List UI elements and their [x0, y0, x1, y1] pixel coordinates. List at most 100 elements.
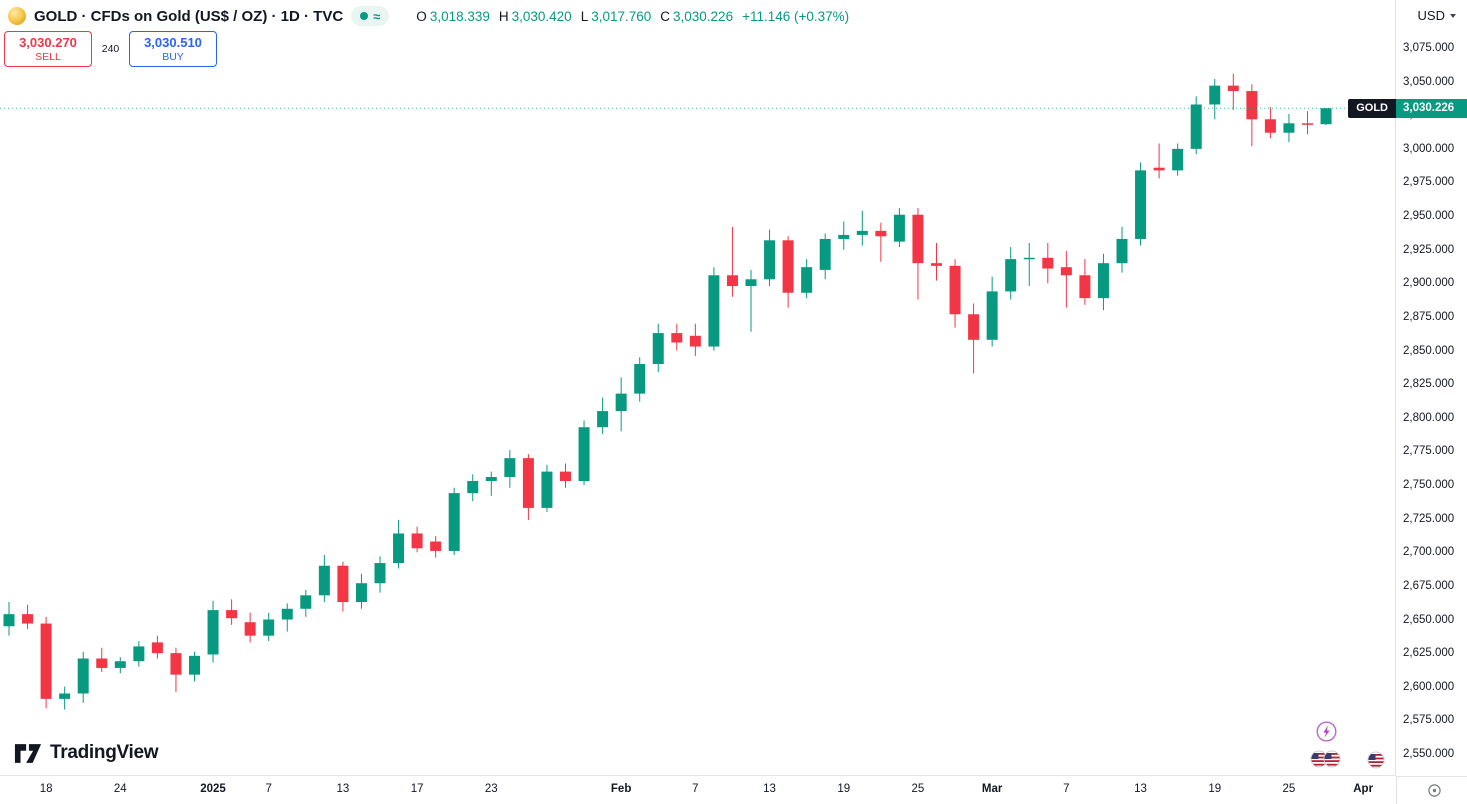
candle[interactable]: [1079, 259, 1091, 305]
candle[interactable]: [393, 520, 405, 569]
candle[interactable]: [875, 222, 887, 262]
candle[interactable]: [318, 554, 330, 603]
candle[interactable]: [281, 603, 293, 632]
candle[interactable]: [856, 210, 868, 246]
candle[interactable]: [244, 612, 256, 643]
axis-corner: [1396, 776, 1467, 804]
candle[interactable]: [1320, 107, 1332, 125]
indicator-pill[interactable]: ≈: [351, 6, 390, 26]
event-flag-icons[interactable]: [1310, 750, 1341, 768]
candle[interactable]: [1005, 247, 1017, 300]
candle[interactable]: [22, 604, 34, 629]
candle[interactable]: [300, 589, 312, 617]
candle[interactable]: [522, 454, 534, 521]
candle[interactable]: [467, 474, 479, 502]
candle[interactable]: [96, 647, 108, 672]
candle[interactable]: [3, 602, 15, 636]
price-tick: 3,075.000: [1403, 42, 1455, 54]
candle[interactable]: [745, 269, 757, 332]
candle[interactable]: [1135, 162, 1147, 246]
price-tick: 2,550.000: [1403, 748, 1455, 760]
candle[interactable]: [671, 323, 683, 351]
candle[interactable]: [689, 323, 701, 356]
candle[interactable]: [893, 208, 905, 248]
candle[interactable]: [560, 463, 571, 488]
candle[interactable]: [708, 267, 720, 351]
candle[interactable]: [634, 357, 646, 402]
candle[interactable]: [578, 420, 590, 486]
candle[interactable]: [726, 226, 738, 297]
candle[interactable]: [986, 276, 998, 347]
candle[interactable]: [374, 556, 386, 593]
candle[interactable]: [263, 612, 275, 642]
candle[interactable]: [1153, 143, 1165, 179]
candle[interactable]: [1209, 78, 1221, 120]
candle[interactable]: [1042, 242, 1054, 284]
candle[interactable]: [1116, 226, 1128, 273]
candle[interactable]: [170, 647, 182, 693]
price-axis[interactable]: 2,550.000 2,575.000 2,600.000 2,625.000 2,65…: [1395, 0, 1467, 776]
candle[interactable]: [949, 259, 961, 328]
candle[interactable]: [912, 208, 924, 300]
candle[interactable]: [1302, 111, 1313, 135]
candle[interactable]: [114, 657, 126, 674]
candle[interactable]: [801, 259, 813, 299]
candle[interactable]: [1283, 113, 1295, 143]
candle[interactable]: [411, 526, 423, 553]
candle[interactable]: [189, 651, 200, 682]
candle[interactable]: [504, 450, 516, 488]
candle[interactable]: [337, 561, 349, 612]
candle[interactable]: [430, 536, 442, 558]
candle[interactable]: [931, 242, 942, 281]
symbol-title[interactable]: GOLD · CFDs on Gold (US$ / OZ) · 1D · TV…: [34, 7, 344, 25]
candle[interactable]: [59, 686, 71, 710]
change-value: +11.146 (+0.37%): [742, 8, 850, 24]
ohlc-low-value: 3,017.760: [591, 8, 652, 24]
candle[interactable]: [652, 323, 664, 373]
price-tick: 2,850.000: [1403, 344, 1455, 357]
candle[interactable]: [615, 377, 627, 432]
crosshair-target-icon[interactable]: [1427, 783, 1442, 798]
candle[interactable]: [355, 573, 367, 609]
candle[interactable]: [968, 303, 980, 374]
candle[interactable]: [541, 464, 553, 512]
ohlc-readout: O 3,018.339 H 3,030.420 L 3,017.760 C 3,…: [407, 9, 849, 24]
candle[interactable]: [133, 641, 145, 667]
candle[interactable]: [226, 599, 238, 625]
sell-button[interactable]: 3,030.270 SELL: [4, 31, 92, 67]
candle[interactable]: [838, 221, 850, 250]
candle[interactable]: [819, 233, 831, 280]
candle[interactable]: [1023, 242, 1035, 287]
candle[interactable]: [1060, 251, 1072, 308]
currency-dropdown[interactable]: USD: [1418, 8, 1456, 23]
candle[interactable]: [1227, 73, 1239, 110]
candle[interactable]: [1246, 84, 1258, 147]
candle[interactable]: [151, 635, 163, 659]
candle[interactable]: [782, 236, 794, 308]
time-label: 19: [837, 783, 851, 795]
us-flag-icon: [1310, 750, 1328, 768]
currency-value: USD: [1417, 8, 1445, 23]
candle[interactable]: [1264, 107, 1276, 139]
candle[interactable]: [1172, 143, 1184, 176]
candle[interactable]: [485, 471, 497, 496]
candle[interactable]: [77, 651, 89, 703]
candle[interactable]: [1190, 96, 1202, 155]
time-label: Feb: [610, 783, 632, 795]
time-label: 23: [484, 783, 498, 795]
candle[interactable]: [207, 600, 219, 663]
ohlc-high-value: 3,030.420: [511, 8, 572, 24]
candle[interactable]: [764, 229, 776, 287]
event-lightning-icon[interactable]: [1316, 721, 1337, 747]
candle[interactable]: [448, 487, 460, 555]
time-label: 18: [39, 783, 53, 795]
candle[interactable]: [1097, 253, 1109, 311]
buy-button[interactable]: 3,030.510 BUY: [129, 31, 217, 67]
time-axis[interactable]: 18 24 2025 7 13 17 23 Feb 7 13 19 25 Mar 7 13 19 25 Apr: [0, 775, 1395, 804]
event-flag-icon[interactable]: [1367, 751, 1385, 774]
time-label: 25: [1282, 783, 1296, 795]
candle[interactable]: [597, 397, 609, 434]
tradingview-logo[interactable]: TradingView: [14, 742, 159, 764]
candle[interactable]: [40, 616, 52, 709]
